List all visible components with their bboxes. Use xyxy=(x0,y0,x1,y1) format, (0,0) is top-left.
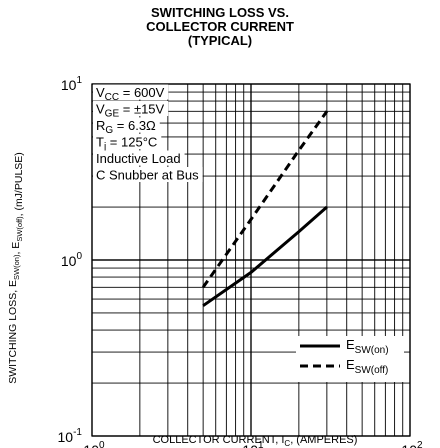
axis-labels: COLLECTOR CURRENT, IC, (AMPERES) SWITCHIN… xyxy=(7,152,357,448)
condition-text: Inductive Load xyxy=(96,151,181,166)
legend-bg xyxy=(296,336,404,382)
condition-bg xyxy=(93,84,169,100)
grid-lines xyxy=(91,83,411,437)
legend-label: ESW(on) xyxy=(346,337,389,356)
y-tick-label: 101 xyxy=(61,75,83,93)
y-axis-label: SWITCHING LOSS, ESW(on), ESW(off), (mJ/P… xyxy=(7,152,25,384)
title-line-1: SWITCHING LOSS VS. xyxy=(151,5,289,20)
legend-label: ESW(off) xyxy=(346,357,388,376)
condition-bg xyxy=(93,101,169,116)
condition-text: Tj = 125°C xyxy=(96,135,157,153)
series-line-swoff xyxy=(201,110,329,289)
series-lines xyxy=(201,110,329,307)
x-tick-label: 101 xyxy=(242,440,264,448)
x-tick-label: 102 xyxy=(401,440,423,448)
condition-bg xyxy=(93,117,160,133)
x-tick-label: 100 xyxy=(83,440,105,448)
condition-text: C Snubber at Bus xyxy=(96,168,199,183)
condition-text: RG = 6.3Ω xyxy=(96,118,156,136)
legend: ESW(on)ESW(off) xyxy=(296,336,404,382)
condition-bg xyxy=(93,167,203,182)
y-tick-label: 10-1 xyxy=(58,427,83,445)
title-line-3: (TYPICAL) xyxy=(187,33,253,48)
y-tick-label: 100 xyxy=(61,251,83,269)
condition-bg xyxy=(93,150,185,166)
condition-text: VCC = 600V xyxy=(96,85,165,103)
x-axis-label: COLLECTOR CURRENT, IC, (AMPERES) xyxy=(153,434,358,448)
series-line-swon xyxy=(202,205,328,307)
chart-title: SWITCHING LOSS VS. COLLECTOR CURRENT (TY… xyxy=(0,6,440,48)
condition-bg xyxy=(93,134,162,149)
title-line-2: COLLECTOR CURRENT xyxy=(146,19,294,34)
condition-text: VGE = ±15V xyxy=(96,102,165,120)
